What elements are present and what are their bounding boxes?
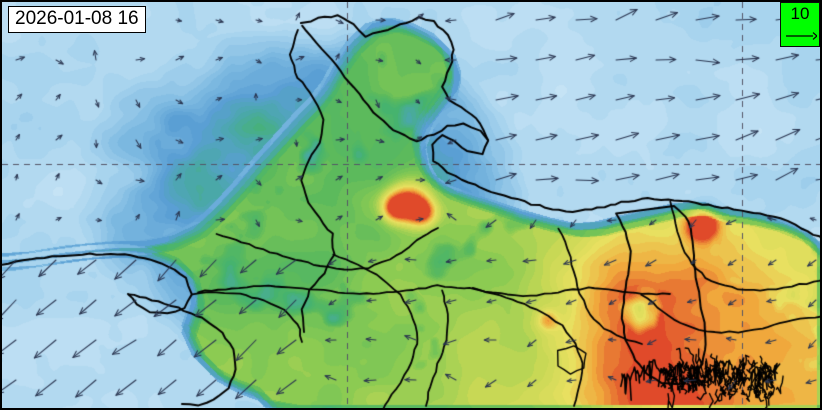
reference-arrow-icon bbox=[786, 32, 817, 40]
vector-scale-value: 10 bbox=[790, 4, 810, 23]
timestamp-label: 2026-01-08 16 bbox=[8, 6, 146, 33]
vector-scale-legend: 10 bbox=[780, 2, 820, 47]
